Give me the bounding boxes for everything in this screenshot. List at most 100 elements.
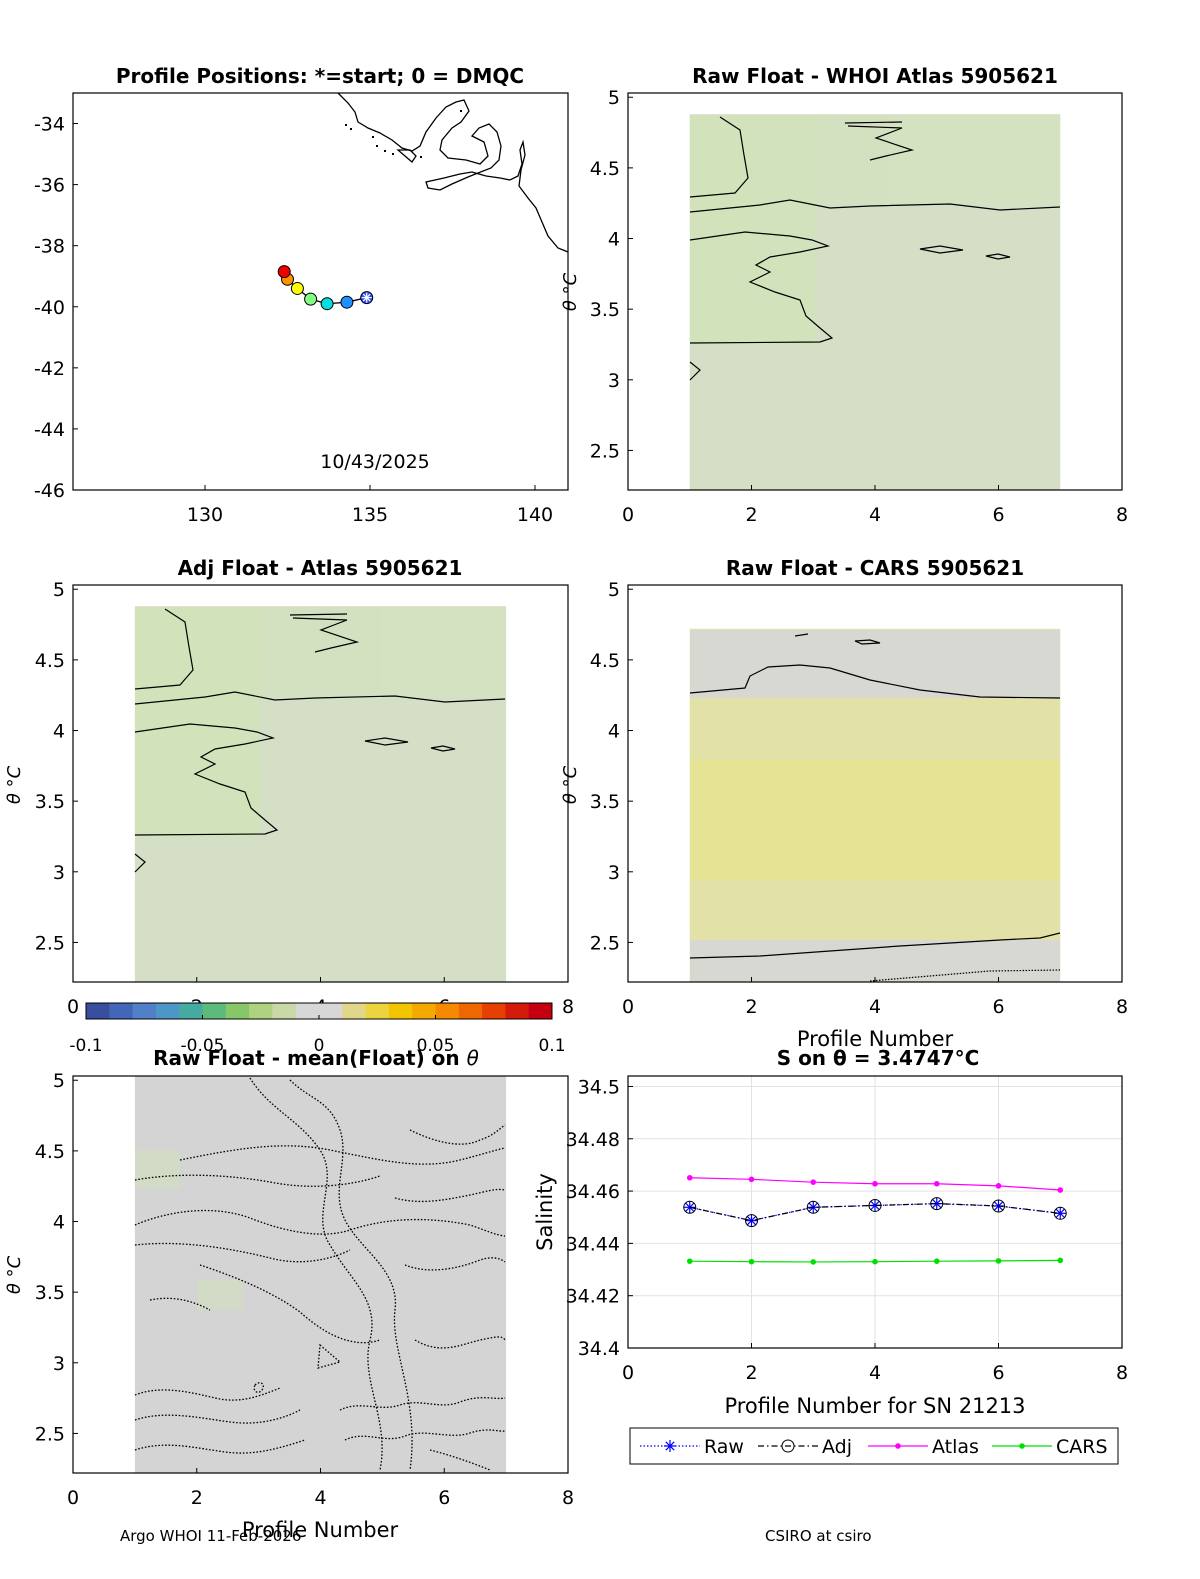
colorbar-cell: [132, 1003, 157, 1019]
raw-mean-title-theta: θ: [467, 1046, 479, 1070]
data-point-adj: [992, 1199, 1005, 1213]
colorbar-cell: [412, 1003, 436, 1019]
colorbar-tick-label: -0.05: [181, 1036, 225, 1056]
data-point-adj: [683, 1200, 697, 1214]
x-tick-label: 135: [352, 504, 388, 526]
map-title: Profile Positions: *=start; 0 = DMQC: [116, 64, 524, 88]
y-tick-label: 5: [608, 87, 620, 109]
x-tick-label: 0: [622, 996, 634, 1018]
y-tick-label: -42: [34, 358, 65, 380]
data-point-cars: [1057, 1257, 1064, 1264]
data-point-cars: [810, 1259, 817, 1265]
y-tick-label: -44: [34, 419, 65, 441]
raw-atlas-panel: Raw Float - WHOI Atlas 5905621 0 2 4 6 8 2.5 3…: [560, 64, 1128, 526]
star-stroke: [932, 1199, 942, 1209]
legend-item-adj: Adj: [758, 1436, 852, 1458]
start-star-stroke: [362, 293, 371, 302]
coastline-path: [337, 93, 568, 253]
data-point-adj: [930, 1197, 944, 1211]
raw-mean-tint: [135, 1150, 243, 1310]
salinity-xlabel: Profile Number for SN 21213: [724, 1394, 1025, 1418]
series-atlas: [686, 1174, 1064, 1193]
data-point-atlas: [872, 1180, 878, 1187]
x-tick-label: 6: [992, 1362, 1004, 1384]
raw-cars-ylabel: θ °C: [560, 765, 581, 804]
raw-atlas-ylabel: θ °C: [560, 272, 581, 311]
colorbar-cell: [179, 1003, 203, 1019]
coast-speckles: [345, 110, 462, 158]
data-point-atlas: [748, 1176, 755, 1183]
raw-atlas-title: Raw Float - WHOI Atlas 5905621: [692, 64, 1058, 88]
y-tick-label: 34.44: [566, 1233, 620, 1255]
colorbar-cell: [342, 1003, 367, 1019]
x-tick-label: 140: [517, 504, 553, 526]
map-panel: Profile Positions: *=start; 0 = DMQC 10/…: [34, 64, 569, 526]
raw-atlas-ticks: 0 2 4 6 8 2.5 3 3.5 4 4.5 5: [590, 87, 1128, 526]
raw-cars-shading: [690, 630, 1060, 982]
legend-marker: [895, 1443, 901, 1449]
x-tick-label: 0: [67, 1487, 79, 1509]
profile-position-marker: [320, 297, 334, 311]
y-tick-label: 3.5: [35, 1282, 65, 1304]
salinity-legend: Raw Adj Atlas CARS: [629, 1427, 1119, 1465]
salinity-panel: S on θ = 3.4747°C 0 2 4 6 8 34.4 34.42 34.44 34.…: [533, 1046, 1128, 1465]
colorbar-cell: [528, 1003, 553, 1019]
raw-cars-xlabel: Profile Number: [797, 1027, 954, 1051]
data-point-adj: [1053, 1206, 1067, 1220]
colorbar-cell: [202, 1003, 227, 1019]
raw-atlas-contours: [689, 116, 1061, 381]
x-tick-label: 0: [622, 1362, 634, 1384]
legend-item-cars: CARS: [992, 1436, 1108, 1458]
y-tick-label: 34.48: [566, 1129, 620, 1151]
colorbar-cell: [482, 1003, 506, 1019]
coastline-island: [396, 149, 417, 163]
legend-label: Atlas: [932, 1436, 979, 1458]
colorbar-cell: [155, 1003, 180, 1019]
data-point-atlas: [1057, 1187, 1064, 1193]
x-tick-label: 6: [992, 996, 1004, 1018]
legend-label: Raw: [704, 1436, 744, 1458]
y-tick-label: -46: [34, 480, 65, 502]
colorbar-tick-label: 0.1: [538, 1036, 565, 1056]
y-tick-label: 3: [53, 862, 65, 884]
y-tick-label: 5: [53, 1070, 65, 1092]
y-tick-label: 2.5: [35, 932, 65, 954]
colorbar-cell: [109, 1003, 134, 1019]
data-point-atlas: [995, 1183, 1002, 1189]
colorbar-cell: [86, 1003, 110, 1019]
coastline: [337, 93, 568, 253]
raw-cars-panel: Raw Float - CARS 5905621 0 2 4 6 8 2.5 3 3.5 4 4.…: [560, 556, 1128, 1051]
x-tick-label: 2: [745, 504, 757, 526]
profile-position-marker: [304, 292, 318, 306]
series-line-adj: [689, 1203, 1061, 1222]
y-tick-label: -36: [34, 175, 65, 197]
series-adj: [683, 1197, 1067, 1228]
y-tick-label: 2.5: [590, 440, 620, 462]
footer-left: Argo WHOI 11-Feb-2026: [120, 1527, 302, 1545]
salinity-series: [683, 1174, 1067, 1265]
data-point-adj: [745, 1214, 758, 1228]
x-tick-label: 130: [187, 504, 223, 526]
salinity-title: S on θ = 3.4747°C: [777, 1046, 980, 1070]
x-tick-label: 2: [745, 1362, 757, 1384]
y-tick-label: 4: [608, 721, 620, 743]
x-tick-label: 6: [992, 504, 1004, 526]
map-date: 10/43/2025: [320, 451, 430, 473]
colorbar-cell: [319, 1003, 343, 1019]
map-ticks: 130 135 140 -34 -36 -38 -40 -42 -44 -46: [34, 114, 553, 526]
colorbar-cell: [249, 1003, 273, 1019]
raw-mean-panel: Raw Float - mean(Float) on θ: [4, 1046, 574, 1542]
star-stroke: [665, 1441, 675, 1451]
data-point-cars: [872, 1258, 878, 1265]
y-tick-label: -34: [34, 114, 65, 136]
adj-atlas-contours: [134, 608, 506, 873]
colorbar-tick-label: 0.05: [417, 1036, 455, 1056]
colorbar-cell: [272, 1003, 297, 1019]
raw-mean-xlabel: Profile Number: [242, 1518, 399, 1542]
y-tick-label: 3.5: [35, 791, 65, 813]
x-tick-label: 0: [622, 504, 634, 526]
colorbar: -0.1 -0.05 0 0.05 0.1: [69, 1002, 566, 1056]
x-tick-label: 6: [438, 1487, 450, 1509]
y-tick-label: 34.42: [566, 1286, 620, 1308]
